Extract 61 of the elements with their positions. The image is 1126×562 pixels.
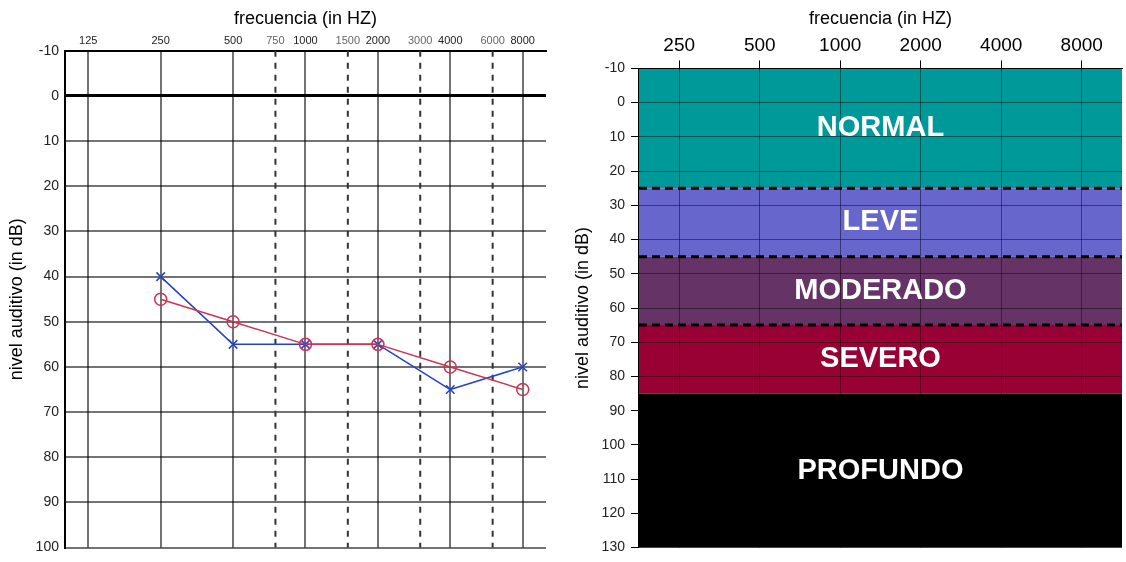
x-tick-label: 250 <box>663 34 696 56</box>
point <box>226 315 240 329</box>
y-tick-label: 70 <box>43 402 60 419</box>
x-tick-label: 1000 <box>293 34 318 47</box>
x-tick-label: 8000 <box>510 34 535 47</box>
x-axis-title: frecuencia (in HZ) <box>808 7 952 28</box>
y-axis-title: nivel auditivo (in dB) <box>571 226 592 390</box>
x-tick-label: 8000 <box>1060 34 1103 56</box>
x-tick-label: 6000 <box>480 34 505 47</box>
point <box>445 384 456 395</box>
y-tick-label: 80 <box>43 448 60 465</box>
point <box>517 361 528 372</box>
y-tick-label: 30 <box>43 222 60 239</box>
y-tick-label: -10 <box>604 59 626 76</box>
y-tick-label: 90 <box>609 401 626 418</box>
y-tick-label: -10 <box>38 41 60 58</box>
x-tick-label: 4000 <box>438 34 463 47</box>
y-tick-label: 70 <box>609 333 626 350</box>
band-label: NORMAL <box>816 110 945 143</box>
y-tick-label: 130 <box>601 538 626 555</box>
x-tick-label: 250 <box>151 34 170 47</box>
x-tick-label: 1000 <box>819 34 862 56</box>
point <box>443 360 458 374</box>
y-tick-label: 50 <box>609 264 626 281</box>
y-tick-label: 60 <box>609 298 626 315</box>
x-tick-label: 1500 <box>335 34 361 47</box>
point <box>515 382 530 397</box>
band-label: MODERADO <box>794 272 967 305</box>
x-tick-label: 500 <box>743 34 776 56</box>
x-tick-label: 500 <box>223 34 243 47</box>
y-tick-label: 50 <box>43 312 60 329</box>
x-tick-label: 2000 <box>899 34 942 56</box>
y-tick-label: 40 <box>609 230 626 247</box>
band-label: PROFUNDO <box>797 452 964 485</box>
point <box>228 339 239 350</box>
y-tick-label: 0 <box>617 93 626 110</box>
band-label: LEVE <box>842 204 919 237</box>
y-tick-label: 0 <box>51 86 60 103</box>
y-tick-label: 30 <box>609 196 626 213</box>
y-tick-label: 60 <box>43 357 60 374</box>
y-tick-label: 100 <box>601 435 626 452</box>
y-tick-label: 110 <box>602 470 626 486</box>
y-tick-label: 120 <box>601 504 626 521</box>
x-tick-label: 2000 <box>365 34 391 47</box>
band-label: SEVERO <box>820 341 941 374</box>
y-tick-label: 10 <box>43 131 60 148</box>
point <box>153 292 168 306</box>
y-tick-label: 40 <box>43 267 60 284</box>
x-tick-label: 3000 <box>407 34 433 47</box>
point <box>155 271 166 282</box>
x-tick-label: 750 <box>266 34 285 47</box>
x-tick-label: 4000 <box>980 34 1023 56</box>
y-tick-label: 20 <box>609 161 626 178</box>
y-tick-label: 100 <box>35 538 60 555</box>
x-tick-label: 125 <box>79 34 98 47</box>
y-tick-label: 90 <box>43 493 60 510</box>
y-tick-label: 80 <box>609 367 626 384</box>
y-tick-label: 20 <box>43 177 60 194</box>
y-axis-title: nivel auditivo (in dB) <box>5 218 26 381</box>
y-tick-label: 10 <box>609 127 626 144</box>
x-axis-title: frecuencia (in HZ) <box>233 7 377 28</box>
